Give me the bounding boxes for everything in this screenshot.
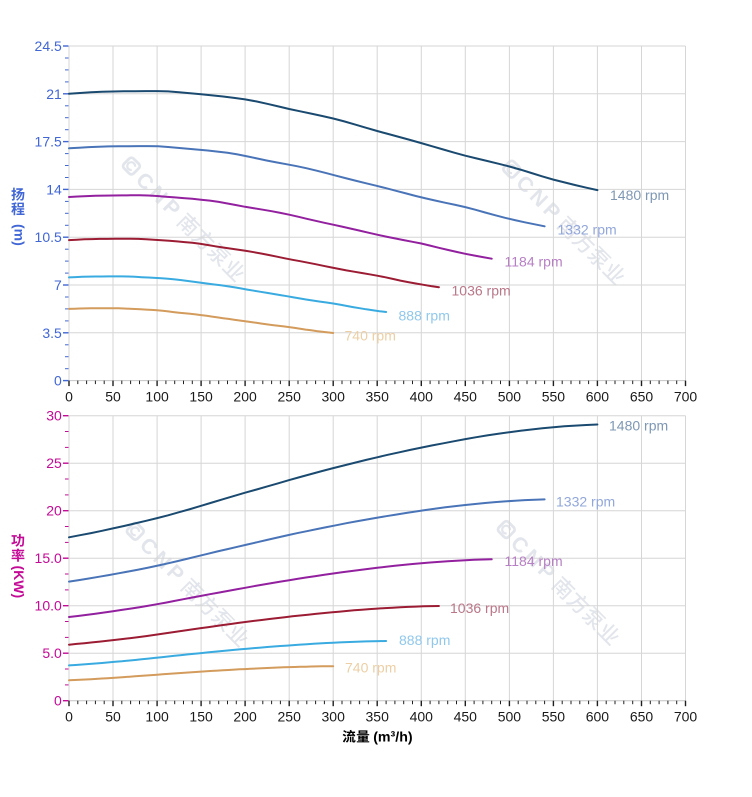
svg-text:150: 150 — [189, 709, 213, 725]
svg-text:550: 550 — [542, 709, 566, 725]
svg-text:5.0: 5.0 — [42, 645, 62, 661]
svg-text:1036 rpm: 1036 rpm — [452, 283, 511, 299]
svg-text:0: 0 — [54, 693, 62, 709]
svg-text:1184 rpm: 1184 rpm — [505, 553, 563, 569]
svg-text:888 rpm: 888 rpm — [399, 308, 450, 324]
svg-text:50: 50 — [105, 389, 121, 405]
svg-text:0: 0 — [54, 373, 62, 389]
svg-text:350: 350 — [366, 709, 390, 725]
svg-text:300: 300 — [322, 389, 346, 405]
svg-text:550: 550 — [542, 389, 566, 405]
svg-text:15.0: 15.0 — [35, 550, 62, 566]
svg-text:7: 7 — [54, 277, 62, 293]
svg-text:250: 250 — [278, 389, 302, 405]
svg-text:740 rpm: 740 rpm — [345, 660, 396, 676]
svg-text:740 rpm: 740 rpm — [345, 328, 396, 344]
svg-text:30: 30 — [46, 408, 62, 424]
svg-text:(m³/h): (m³/h) — [373, 730, 413, 746]
svg-text:1332 rpm: 1332 rpm — [556, 494, 615, 510]
svg-text:500: 500 — [498, 709, 522, 725]
svg-text:888 rpm: 888 rpm — [399, 632, 450, 648]
svg-text:21: 21 — [46, 86, 62, 102]
svg-text:100: 100 — [145, 709, 169, 725]
svg-text:200: 200 — [233, 709, 257, 725]
svg-text:3.5: 3.5 — [42, 325, 62, 341]
svg-text:700: 700 — [674, 709, 698, 725]
svg-text:450: 450 — [454, 709, 478, 725]
svg-text:400: 400 — [410, 709, 434, 725]
svg-text:14: 14 — [46, 181, 62, 197]
svg-text:200: 200 — [233, 389, 257, 405]
svg-text:250: 250 — [278, 709, 302, 725]
svg-text:(KW): (KW) — [11, 566, 27, 599]
svg-text:700: 700 — [674, 389, 698, 405]
svg-text:650: 650 — [630, 709, 654, 725]
svg-text:600: 600 — [586, 389, 610, 405]
svg-text:20: 20 — [46, 503, 62, 519]
svg-text:600: 600 — [586, 709, 610, 725]
svg-text:10.5: 10.5 — [35, 229, 62, 245]
svg-text:1036 rpm: 1036 rpm — [450, 600, 509, 616]
svg-text:650: 650 — [630, 389, 654, 405]
svg-text:24.5: 24.5 — [35, 38, 62, 54]
svg-text:17.5: 17.5 — [35, 134, 62, 150]
svg-text:25: 25 — [46, 455, 62, 471]
svg-text:10.0: 10.0 — [35, 598, 62, 614]
svg-text:1184 rpm: 1184 rpm — [505, 254, 563, 270]
svg-text:50: 50 — [105, 709, 121, 725]
svg-text:150: 150 — [189, 389, 213, 405]
svg-text:1332 rpm: 1332 rpm — [558, 222, 617, 238]
svg-text:1480 rpm: 1480 rpm — [610, 187, 669, 203]
svg-text:300: 300 — [322, 709, 346, 725]
svg-text:100: 100 — [145, 389, 169, 405]
svg-text:400: 400 — [410, 389, 434, 405]
svg-text:450: 450 — [454, 389, 478, 405]
svg-text:350: 350 — [366, 389, 390, 405]
svg-text:500: 500 — [498, 389, 522, 405]
svg-text:0: 0 — [65, 709, 73, 725]
svg-text:(m): (m) — [12, 224, 28, 246]
svg-text:0: 0 — [65, 389, 73, 405]
svg-text:1480 rpm: 1480 rpm — [609, 418, 668, 434]
